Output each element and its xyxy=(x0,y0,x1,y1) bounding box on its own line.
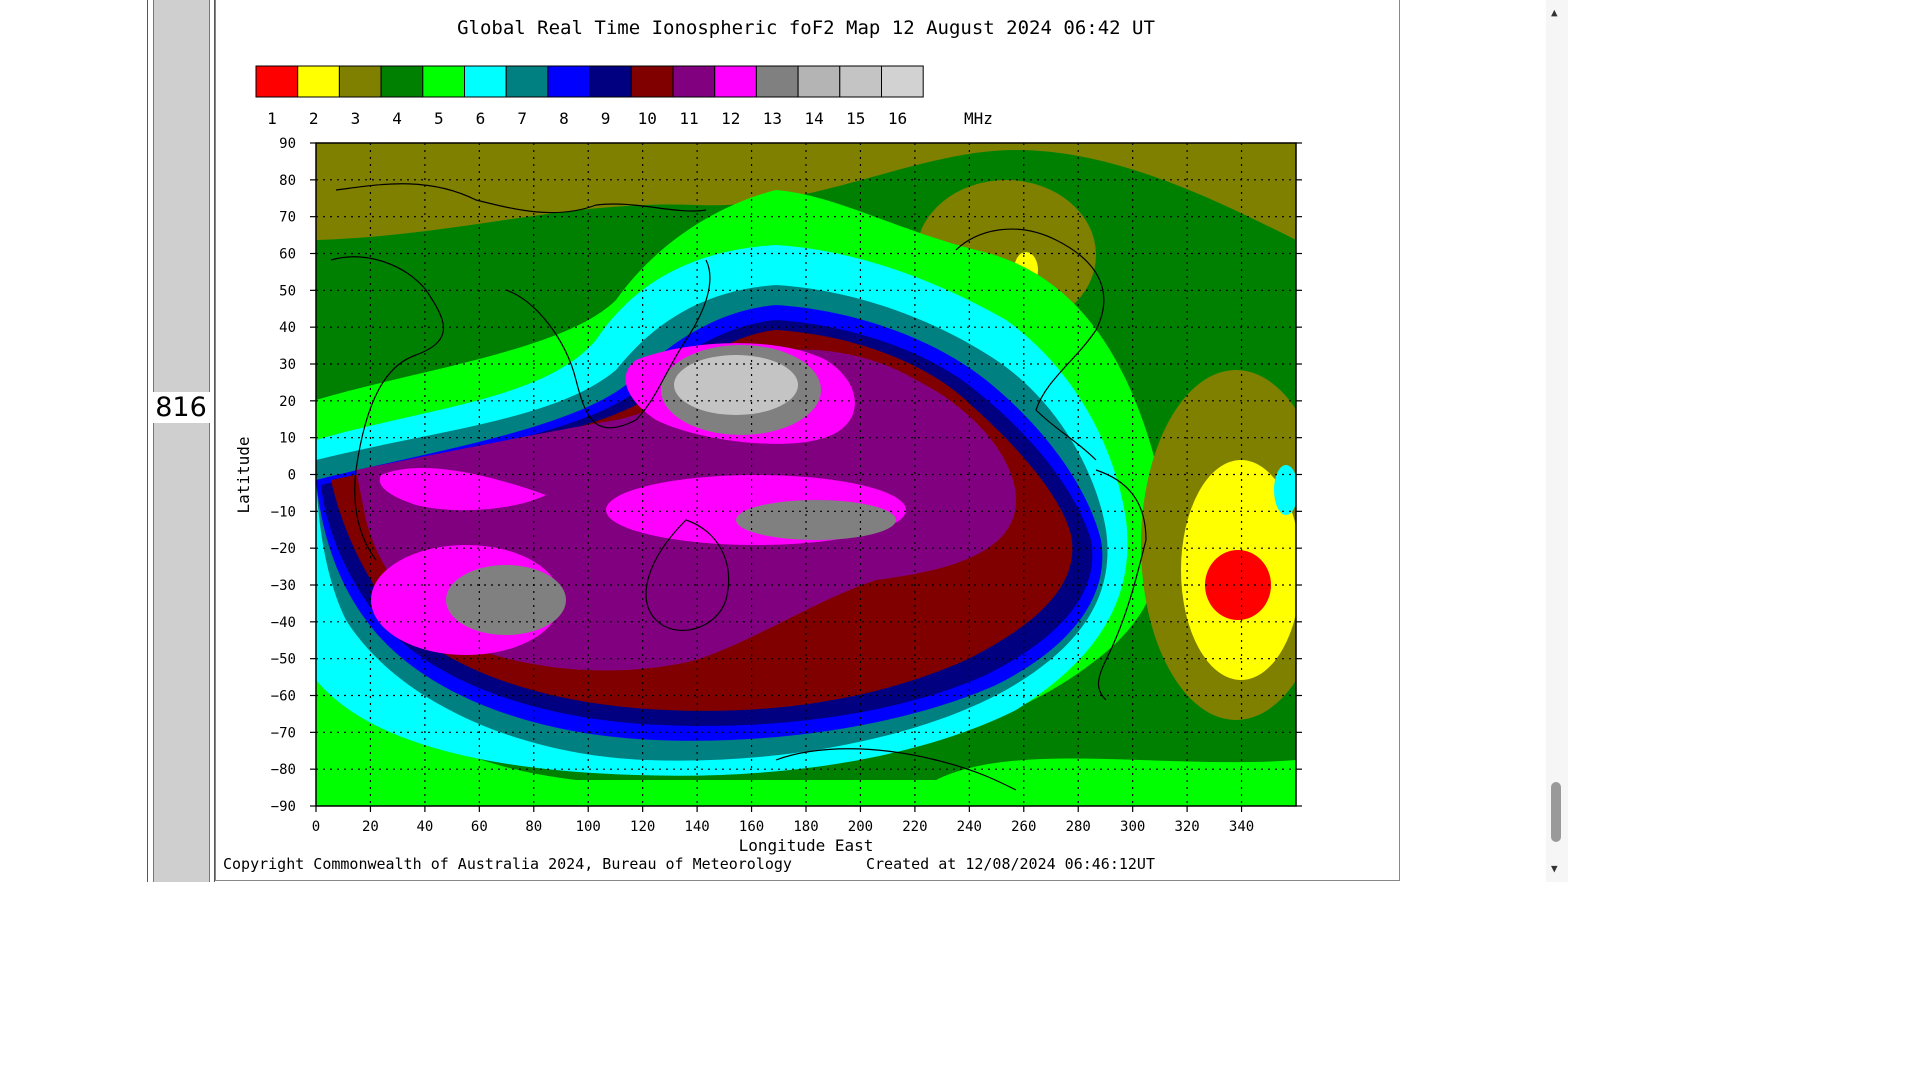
x-tick-label: 220 xyxy=(902,819,927,835)
x-tick-label: 100 xyxy=(576,819,601,835)
line-number-gutter: 816 xyxy=(147,0,215,882)
contour-13mhz-south xyxy=(446,565,566,635)
colorbar-label: 10 xyxy=(638,109,657,128)
colorbar-label: 6 xyxy=(476,109,486,128)
contour-1mhz xyxy=(1205,550,1271,620)
colorbar-swatch xyxy=(338,65,382,98)
colorbar-label: 8 xyxy=(559,109,569,128)
colorbar-label: 11 xyxy=(679,109,698,128)
x-tick-label: 140 xyxy=(684,819,709,835)
y-tick-label: 50 xyxy=(279,283,296,299)
y-tick-label: 30 xyxy=(279,357,296,373)
colorbar-label: 13 xyxy=(763,109,782,128)
colorbar-swatch xyxy=(839,65,882,98)
colorbar-swatch xyxy=(714,65,757,98)
y-tick-label: −50 xyxy=(271,652,296,668)
y-tick-label: 90 xyxy=(279,136,296,152)
y-tick-label: −60 xyxy=(271,689,296,705)
scroll-up-arrow-icon[interactable]: ▲ xyxy=(1551,6,1558,19)
x-tick-label: 340 xyxy=(1229,819,1254,835)
x-tick-label: 300 xyxy=(1120,819,1145,835)
y-tick-label: 0 xyxy=(288,468,296,484)
contour-5mhz-south xyxy=(316,500,1296,806)
y-tick-label: −20 xyxy=(271,541,296,557)
created-timestamp: Created at 12/08/2024 06:46:12UT xyxy=(866,855,1155,873)
y-tick-label: −30 xyxy=(271,578,296,594)
contour-6mhz-east xyxy=(1274,465,1296,515)
y-tick-label: 80 xyxy=(279,173,296,189)
y-tick-label: −10 xyxy=(271,504,296,520)
gridlines xyxy=(316,143,1296,806)
colorbar-unit: MHz xyxy=(964,109,993,128)
y-tick-label: 40 xyxy=(279,320,296,336)
copyright-text: Copyright Commonwealth of Australia 2024… xyxy=(223,855,792,873)
x-axis-ticks: 0 20 40 60 80 100 120 140 160 180 200 220 240 260 280 3… xyxy=(312,806,1254,835)
contour-3mhz-north xyxy=(316,143,1296,240)
x-tick-label: 200 xyxy=(848,819,873,835)
x-tick-label: 240 xyxy=(957,819,982,835)
x-tick-label: 80 xyxy=(525,819,542,835)
colorbar-swatch xyxy=(422,65,466,98)
x-tick-label: 120 xyxy=(630,819,655,835)
colorbar-swatch xyxy=(297,65,340,98)
y-axis-ticks: 90 80 70 60 50 40 30 20 10 0 −10 −20 −30 −40 −50 −60 −70… xyxy=(271,136,1302,815)
contour-13mhz-equator xyxy=(736,500,896,540)
colorbar-label: 1 xyxy=(267,109,277,128)
colorbar-label: 14 xyxy=(804,109,823,128)
map-frame: Global Real Time Ionospheric foF2 Map 12… xyxy=(215,0,1400,881)
colorbar-label: 7 xyxy=(517,109,527,128)
x-tick-label: 280 xyxy=(1066,819,1091,835)
x-tick-label: 40 xyxy=(416,819,433,835)
colorbar-label: 5 xyxy=(434,109,444,128)
vertical-scrollbar[interactable]: ▲ ▼ xyxy=(1546,0,1568,882)
y-axis-label: Latitude xyxy=(234,436,253,513)
colorbar-swatch xyxy=(630,65,674,98)
coastlines xyxy=(330,183,1147,791)
colorbar-swatch xyxy=(380,65,424,98)
colorbar-swatch xyxy=(589,65,632,98)
x-tick-label: 60 xyxy=(471,819,488,835)
colorbar-label: 4 xyxy=(392,109,402,128)
colorbar-swatch xyxy=(755,65,799,98)
colorbar-swatch xyxy=(797,65,841,98)
y-tick-label: 70 xyxy=(279,210,296,226)
fof2-map: Global Real Time Ionospheric foF2 Map 12… xyxy=(223,17,1302,873)
y-tick-label: 60 xyxy=(279,247,296,263)
colorbar-swatch xyxy=(505,65,549,98)
contour-field xyxy=(316,143,1296,806)
contour-12mhz-west xyxy=(379,467,546,511)
x-tick-label: 160 xyxy=(739,819,764,835)
x-axis-label: Longitude East xyxy=(739,836,874,855)
colorbar-swatch xyxy=(547,65,591,98)
y-tick-label: −90 xyxy=(271,799,296,815)
colorbar-label: 2 xyxy=(309,109,319,128)
x-tick-label: 180 xyxy=(793,819,818,835)
colorbar-labels: 1 2 3 4 5 6 7 8 9 10 11 12 13 14 15 16 xyxy=(267,109,907,128)
colorbar-swatch xyxy=(255,65,299,98)
y-tick-label: −70 xyxy=(271,725,296,741)
x-tick-label: 260 xyxy=(1011,819,1036,835)
colorbar-swatch xyxy=(464,65,507,98)
colorbar-swatch xyxy=(672,65,716,98)
colorbar-label: 3 xyxy=(351,109,361,128)
map-title: Global Real Time Ionospheric foF2 Map 12… xyxy=(457,17,1155,39)
x-tick-label: 0 xyxy=(312,819,320,835)
colorbar xyxy=(255,65,924,98)
y-tick-label: 20 xyxy=(279,394,296,410)
contour-15mhz-north xyxy=(674,355,798,415)
x-tick-label: 320 xyxy=(1174,819,1199,835)
y-tick-label: 10 xyxy=(279,431,296,447)
colorbar-label: 12 xyxy=(721,109,740,128)
colorbar-label: 9 xyxy=(601,109,611,128)
colorbar-label: 16 xyxy=(888,109,907,128)
y-tick-label: −40 xyxy=(271,615,296,631)
colorbar-label: 15 xyxy=(846,109,865,128)
scroll-thumb[interactable] xyxy=(1551,782,1561,842)
x-tick-label: 20 xyxy=(362,819,379,835)
line-number: 816 xyxy=(148,392,214,423)
scroll-down-arrow-icon[interactable]: ▼ xyxy=(1551,862,1558,875)
colorbar-swatch xyxy=(881,65,924,98)
y-tick-label: −80 xyxy=(271,762,296,778)
